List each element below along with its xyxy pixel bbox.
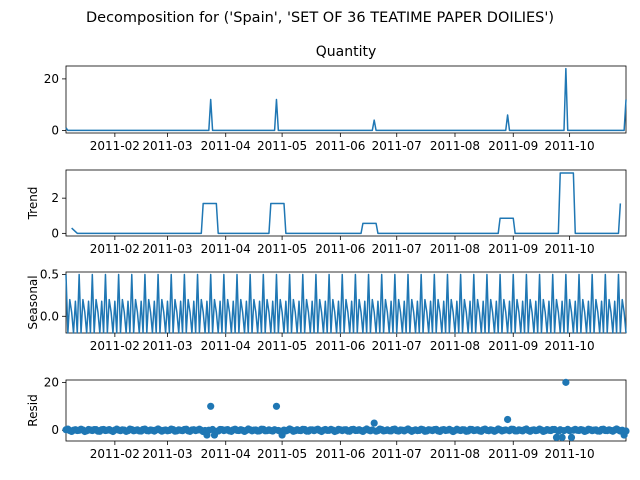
panel-0-xtick-label: 2011-03	[142, 139, 192, 153]
panel-1-xtick-label: 2011-08	[430, 242, 480, 256]
panel-0-xtick-label: 2011-05	[257, 139, 307, 153]
panel-2-xtick-label: 2011-02	[90, 339, 140, 353]
resid-point	[370, 419, 378, 427]
resid-point	[552, 433, 561, 442]
panel-0-xtick-label: 2011-02	[90, 139, 140, 153]
panel-0-ytick-label: 0	[51, 123, 59, 137]
panel-1-xtick-label: 2011-03	[142, 242, 192, 256]
panel-2-xtick-label: 2011-09	[488, 339, 538, 353]
quantity-series-line	[65, 67, 627, 132]
panel-1-xtick-label: 2011-04	[201, 242, 251, 256]
panel-3-xtick-label: 2011-09	[488, 447, 538, 461]
panel-3-xtick-label: 2011-03	[142, 447, 192, 461]
panel-0-xtick-label: 2011-06	[315, 139, 365, 153]
panel-2-xtick-label: 2011-06	[315, 339, 365, 353]
panel-title-quantity: Quantity	[316, 44, 377, 60]
resid-point	[558, 433, 566, 442]
panel-1-ytick-label: 2	[51, 191, 59, 205]
panel-1-xtick-label: 2011-09	[488, 242, 538, 256]
panel-2-xtick-label: 2011-08	[430, 339, 480, 353]
resid-point	[207, 402, 215, 410]
panel-2-xtick-label: 2011-04	[201, 339, 251, 353]
panel-0-xtick-label: 2011-08	[430, 139, 480, 153]
panel-0-ytick-label: 20	[44, 72, 59, 86]
panel-1-xtick-label: 2011-06	[315, 242, 365, 256]
resid-point	[562, 378, 570, 386]
panel-3-ylabel: Resid	[26, 394, 40, 426]
panel-3-xtick-label: 2011-07	[372, 447, 422, 461]
panel-2-xtick-label: 2011-05	[257, 339, 307, 353]
panel-2-ytick-label: 0.0	[40, 309, 59, 323]
panel-3-xtick-label: 2011-04	[201, 447, 251, 461]
panel-2-xtick-label: 2011-03	[142, 339, 192, 353]
panel-1-xtick-label: 2011-05	[257, 242, 307, 256]
panel-3-frame	[65, 379, 627, 442]
seasonal-series-line	[65, 273, 627, 334]
figure-suptitle: Decomposition for ('Spain', 'SET OF 36 T…	[86, 10, 554, 26]
panel-3-ytick-label: 0	[51, 423, 59, 437]
panel-0-xtick-label: 2011-10	[545, 139, 595, 153]
panel-2-xtick-label: 2011-07	[372, 339, 422, 353]
panel-1-xtick-label: 2011-07	[372, 242, 422, 256]
panel-0-xtick-label: 2011-09	[488, 139, 538, 153]
resid-point	[272, 402, 281, 410]
panel-1-frame	[65, 169, 627, 237]
panel-0-xtick-label: 2011-07	[372, 139, 422, 153]
resid-point	[567, 433, 576, 442]
panel-3-xtick-label: 2011-05	[257, 447, 307, 461]
panel-1-ytick-label: 0	[51, 226, 59, 240]
panel-3-xtick-label: 2011-10	[545, 447, 595, 461]
resid-point	[504, 415, 512, 424]
panel-3-ytick-label: 20	[44, 375, 59, 389]
panel-3-xtick-label: 2011-08	[430, 447, 480, 461]
panel-1-xtick-label: 2011-10	[545, 242, 595, 256]
panel-3-xtick-label: 2011-06	[315, 447, 365, 461]
trend-series-line	[71, 172, 622, 235]
panel-3-xtick-label: 2011-02	[90, 447, 140, 461]
panel-2-xtick-label: 2011-10	[545, 339, 595, 353]
panel-0-xtick-label: 2011-04	[201, 139, 251, 153]
panel-1-ylabel: Trend	[26, 187, 40, 221]
panel-2-frame	[65, 271, 627, 334]
panel-1-xtick-label: 2011-02	[90, 242, 140, 256]
resid-point	[622, 427, 630, 435]
panel-2-ylabel: Seasonal	[26, 275, 40, 329]
panel-2-ytick-label: 0.5	[40, 268, 59, 282]
